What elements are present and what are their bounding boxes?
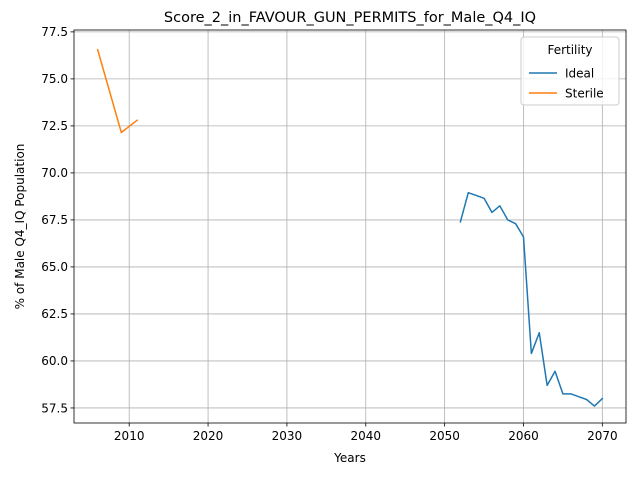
plot-area bbox=[73, 29, 627, 424]
y-tick-label: 60.0 bbox=[41, 354, 68, 368]
x-tick-label: 2020 bbox=[193, 429, 224, 443]
x-tick-label: 2030 bbox=[272, 429, 303, 443]
legend-label-sterile: Sterile bbox=[565, 86, 604, 100]
x-axis-label: Years bbox=[333, 451, 366, 465]
legend: Fertility Ideal Sterile bbox=[520, 36, 620, 106]
series-line-ideal bbox=[459, 191, 604, 407]
x-tick-label: 2010 bbox=[114, 429, 145, 443]
legend-box bbox=[520, 36, 620, 106]
legend-label-ideal: Ideal bbox=[565, 66, 594, 80]
chart-title: Score_2_in_FAVOUR_GUN_PERMITS_for_Male_Q… bbox=[164, 10, 536, 26]
y-tick-label: 67.5 bbox=[41, 213, 68, 227]
legend-title: Fertility bbox=[547, 43, 592, 57]
x-tick-label: 2060 bbox=[508, 429, 539, 443]
y-tick-label: 65.0 bbox=[41, 260, 68, 274]
x-tick-label: 2040 bbox=[350, 429, 381, 443]
y-tick-label: 62.5 bbox=[41, 307, 68, 321]
x-tick-label: 2070 bbox=[587, 429, 618, 443]
series-lines bbox=[96, 48, 604, 407]
x-tick-label: 2050 bbox=[429, 429, 460, 443]
y-tick-label: 72.5 bbox=[41, 119, 68, 133]
y-tick-label: 57.5 bbox=[41, 401, 68, 415]
y-axis-label: % of Male Q4_IQ Population bbox=[13, 144, 27, 310]
legend-items: Ideal Sterile bbox=[529, 66, 604, 100]
y-tick-label: 70.0 bbox=[41, 166, 68, 180]
y-axis: 57.5 60.0 62.5 65.0 67.5 70.0 72.5 75.0 77.5 bbox=[41, 25, 74, 415]
series-line-sterile bbox=[96, 48, 139, 134]
y-tick-label: 75.0 bbox=[41, 72, 68, 86]
x-axis: 2010 2020 2030 2040 2050 2060 2070 bbox=[114, 423, 618, 443]
grid bbox=[74, 30, 626, 423]
y-tick-label: 77.5 bbox=[41, 25, 68, 39]
